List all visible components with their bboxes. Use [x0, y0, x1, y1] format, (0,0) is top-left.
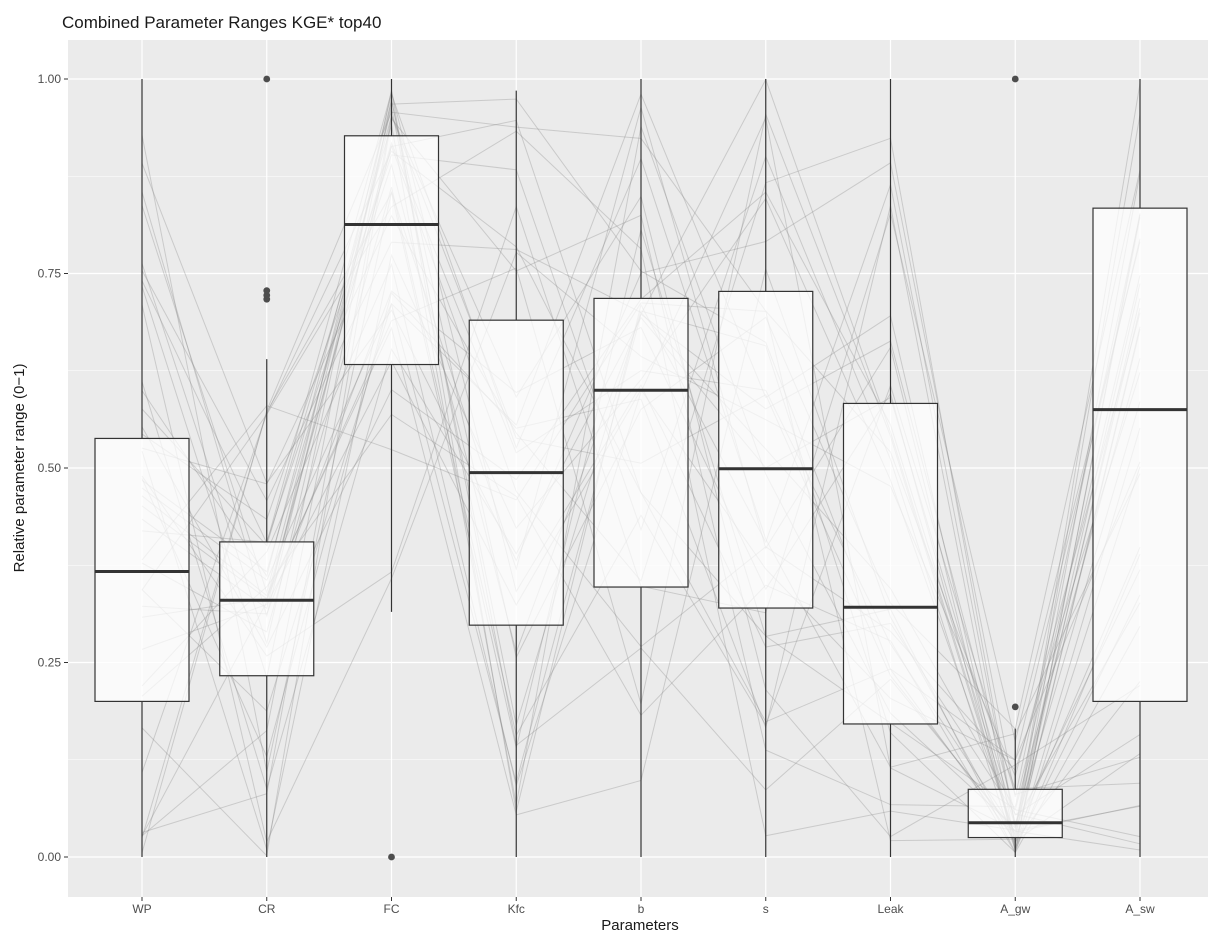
y-tick-label: 0.50	[38, 461, 62, 475]
box-iqr	[842, 402, 939, 725]
y-axis: 0.00 0.25 0.50 0.75 1.00	[38, 72, 68, 864]
box-iqr	[219, 541, 315, 677]
x-tick-label: s	[763, 902, 769, 916]
box-b	[593, 79, 689, 857]
outlier-point	[263, 75, 271, 83]
outlier-point	[263, 287, 271, 295]
x-tick-label: Kfc	[508, 902, 525, 916]
box-group	[94, 75, 1188, 861]
box-Kfc	[468, 90, 564, 857]
x-axis: WP CR FC Kfc b s Leak A_gw A_sw	[132, 897, 1155, 916]
box-iqr	[1092, 207, 1188, 703]
box-iqr	[593, 297, 689, 588]
y-tick-label: 0.75	[38, 267, 62, 281]
y-tick-label: 1.00	[38, 72, 62, 86]
outlier-point	[263, 291, 271, 299]
box-s	[718, 79, 814, 857]
box-A_gw	[967, 75, 1063, 857]
x-tick-label: FC	[384, 902, 400, 916]
x-tick-label: A_sw	[1125, 902, 1155, 916]
box-A_sw	[1092, 79, 1188, 857]
y-tick-label: 0.25	[38, 656, 62, 670]
box-iqr	[94, 437, 190, 702]
x-tick-label: Leak	[877, 902, 904, 916]
box-WP	[94, 79, 190, 857]
x-tick-label: b	[638, 902, 645, 916]
box-iqr	[967, 788, 1063, 839]
x-tick-label: CR	[258, 902, 276, 916]
y-axis-title: Relative parameter range (0−1)	[11, 364, 28, 573]
x-tick-label: A_gw	[1000, 902, 1030, 916]
outlier-point	[1011, 75, 1019, 83]
outlier-point	[388, 853, 395, 861]
x-tick-label: WP	[132, 902, 151, 916]
box-CR	[219, 75, 315, 857]
outlier-point	[1011, 703, 1019, 711]
box-Leak	[842, 79, 939, 857]
chart-title: Combined Parameter Ranges KGE* top40	[62, 13, 381, 32]
y-tick-label: 0.00	[38, 850, 62, 864]
x-axis-title: Parameters	[601, 917, 679, 934]
box-iqr	[718, 290, 814, 609]
box-iqr	[343, 135, 440, 366]
box-FC	[343, 79, 440, 861]
